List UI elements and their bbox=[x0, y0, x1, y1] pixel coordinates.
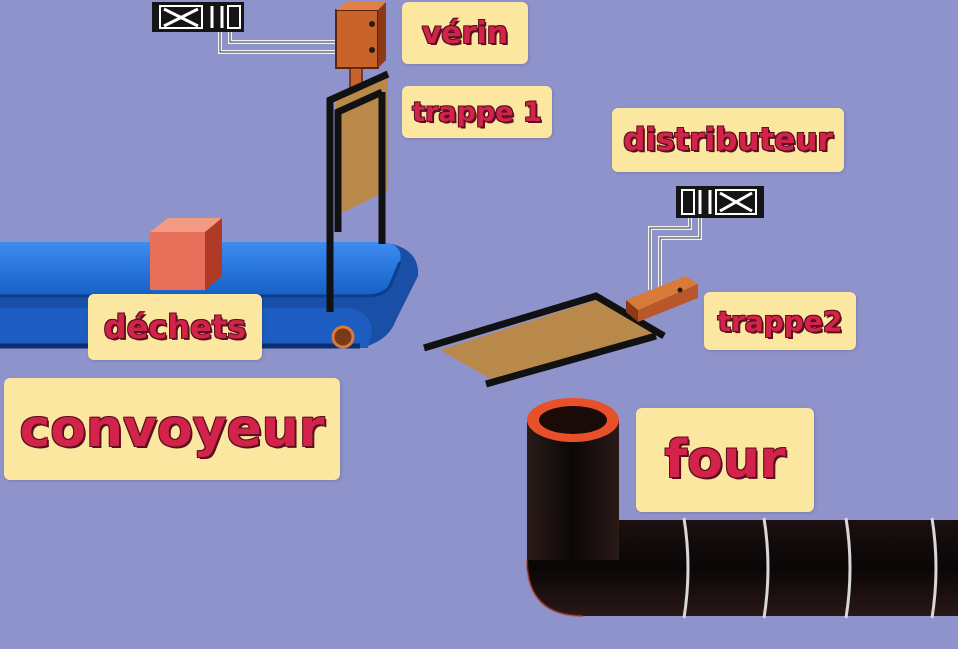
label-trappe-2: trappe2 bbox=[704, 292, 856, 350]
label-trappe-1: trappe 1 bbox=[402, 86, 552, 138]
trap-1 bbox=[326, 70, 390, 312]
oven-pipe bbox=[526, 398, 958, 619]
waste-cube bbox=[150, 218, 222, 290]
trap-2 bbox=[422, 292, 666, 388]
distributor-valve-icon bbox=[676, 186, 764, 218]
label-four: four bbox=[636, 408, 814, 512]
label-verin: vérin bbox=[402, 2, 528, 64]
label-distributeur: distributeur bbox=[612, 108, 844, 172]
top-hoses bbox=[218, 32, 340, 54]
cylinder bbox=[335, 2, 386, 93]
top-valve-icon bbox=[152, 2, 244, 32]
right-hoses bbox=[648, 218, 702, 290]
cylinder-2 bbox=[626, 276, 698, 322]
label-dechets: déchets bbox=[88, 294, 262, 360]
label-convoyeur: convoyeur bbox=[4, 378, 340, 480]
